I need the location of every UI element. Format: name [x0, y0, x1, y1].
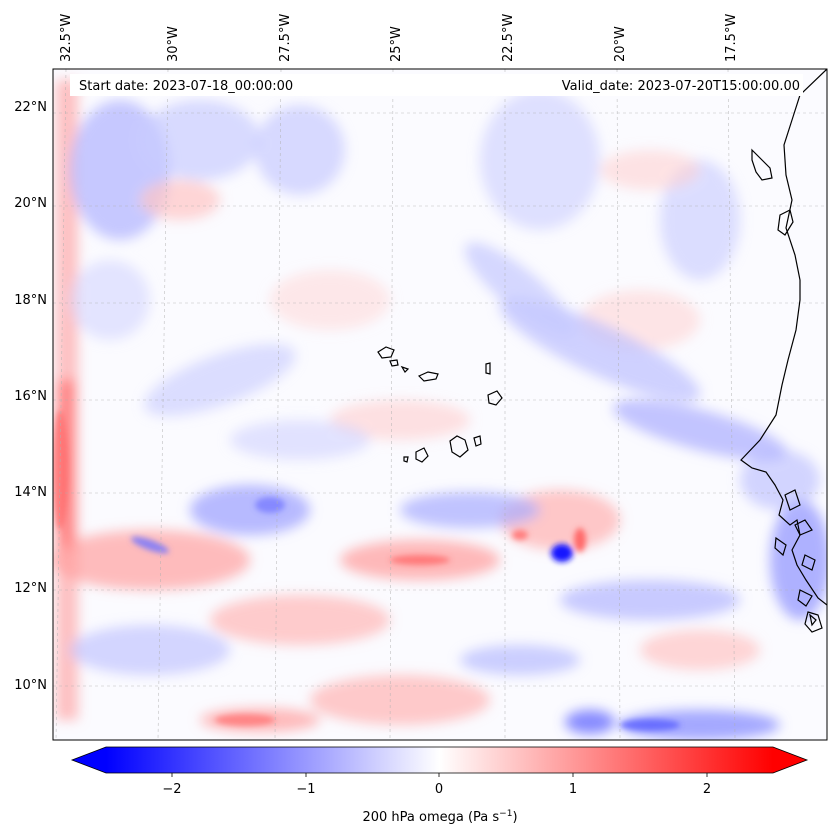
- omega-details: [53, 410, 680, 731]
- cape-verde-islands: [377, 346, 503, 463]
- colorbar-label: 200 hPa omega (Pa s−1): [362, 809, 517, 825]
- lat-label: 22°N: [14, 100, 47, 115]
- colorbar-ticks: [171, 773, 708, 777]
- lat-label: 16°N: [14, 389, 47, 404]
- lon-label: 20°W: [613, 26, 628, 62]
- colorbar-tick-label: 1: [569, 782, 577, 797]
- start-date-text: Start date: 2023-07-18_00:00:00: [79, 79, 293, 94]
- colorbar-tick-label: −2: [162, 782, 181, 797]
- valid-date-text: Valid_date: 2023-07-20T15:00:00.00: [562, 79, 800, 94]
- coastlines: [377, 69, 827, 633]
- lon-label: 22.5°W: [501, 14, 516, 62]
- colorbar-tick-label: 0: [435, 782, 443, 797]
- colorbar-label-main: 200 hPa omega (Pa s: [362, 810, 499, 825]
- lat-label: 18°N: [14, 293, 47, 308]
- map-frame: [52, 68, 828, 741]
- colorbar-tick-label: 2: [703, 782, 711, 797]
- lon-label: 17.5°W: [724, 14, 739, 62]
- colorbar-right-extend: [773, 747, 807, 773]
- lon-label: 25°W: [389, 26, 404, 62]
- colorbar-label-close: ): [512, 810, 517, 825]
- longitude-labels: 32.5°W 30°W 27.5°W 25°W 22.5°W 20°W 17.5…: [59, 14, 739, 62]
- lat-label: 14°N: [14, 485, 47, 500]
- lon-label: 30°W: [166, 26, 181, 62]
- graticule: [53, 69, 827, 740]
- latitude-labels: 22°N 20°N 18°N 16°N 14°N 12°N 10°N: [14, 100, 47, 693]
- lat-label: 12°N: [14, 581, 47, 596]
- colorbar-label-exponent: −1: [499, 809, 512, 819]
- africa-coastline: [740, 69, 827, 606]
- date-header-box: [70, 74, 803, 96]
- lat-label: 10°N: [14, 678, 47, 693]
- lon-label: 32.5°W: [59, 14, 74, 62]
- lat-label: 20°N: [14, 196, 47, 211]
- colorbar-left-extend: [72, 747, 106, 773]
- colorbar-tick-label: −1: [296, 782, 315, 797]
- colorbar-gradient: [106, 747, 773, 773]
- colorbar: −2 −1 0 1 2 200 hPa omega (Pa s−1): [70, 746, 809, 825]
- lon-label: 27.5°W: [278, 14, 293, 62]
- colorbar-outline: [70, 746, 809, 774]
- map-panel: [53, 69, 827, 740]
